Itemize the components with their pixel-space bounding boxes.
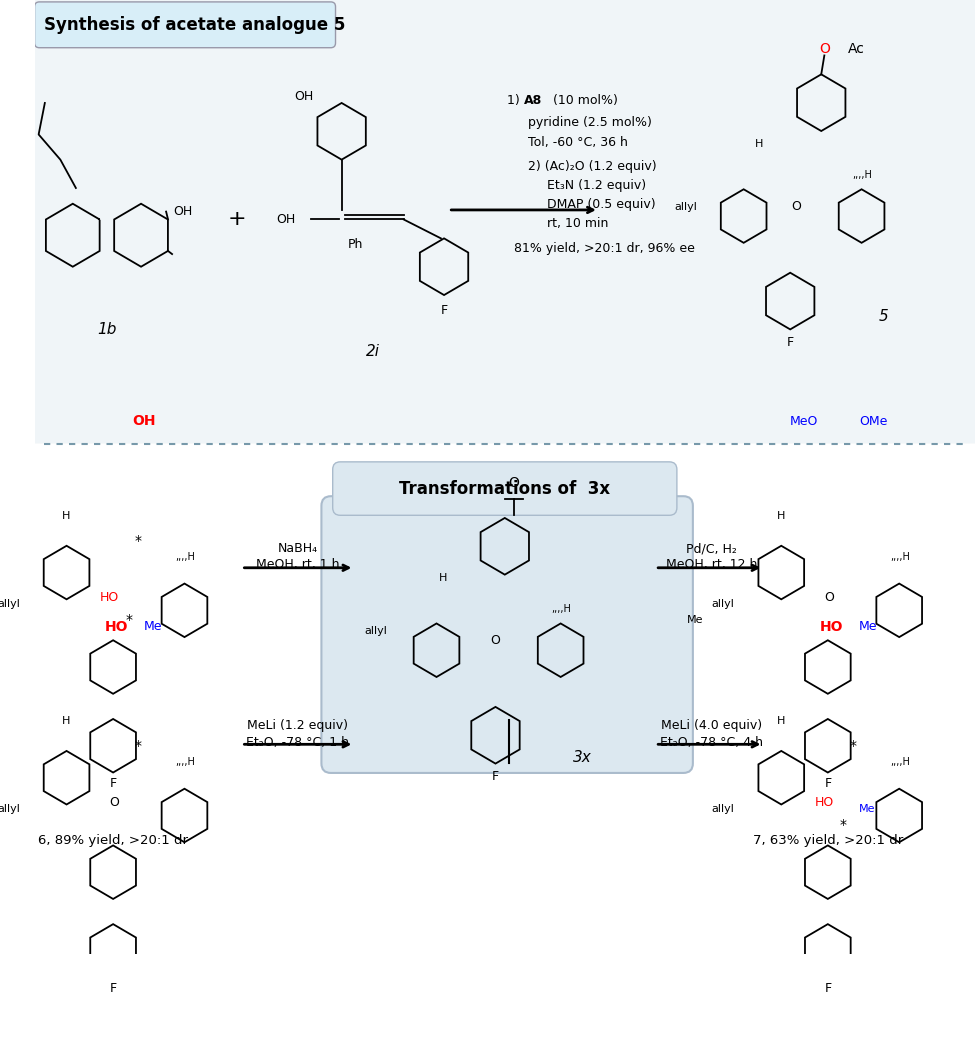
Text: MeO: MeO (790, 415, 819, 428)
Text: pyridine (2.5 mol%): pyridine (2.5 mol%) (528, 116, 652, 129)
Text: Me: Me (687, 615, 704, 624)
Text: OMe: OMe (859, 415, 887, 428)
Text: Et₃N (1.2 equiv): Et₃N (1.2 equiv) (547, 178, 646, 192)
Text: 7, 63% yield, >20:1 dr: 7, 63% yield, >20:1 dr (753, 834, 903, 847)
Text: NaBH₄: NaBH₄ (278, 542, 318, 555)
Text: OH: OH (174, 205, 193, 218)
Text: 3x: 3x (573, 750, 592, 765)
Text: allyl: allyl (0, 599, 20, 609)
Text: allyl: allyl (712, 599, 735, 609)
Text: Et₂O, -78 °C, 4 h: Et₂O, -78 °C, 4 h (660, 736, 763, 749)
Text: Ph: Ph (348, 239, 364, 251)
Text: F: F (109, 778, 117, 790)
Text: O: O (490, 635, 500, 647)
Text: Me: Me (859, 805, 876, 814)
FancyBboxPatch shape (34, 0, 975, 444)
Text: DMAP (0.5 equiv): DMAP (0.5 equiv) (547, 198, 656, 211)
Text: O: O (109, 796, 119, 810)
Text: Pd/C, H₂: Pd/C, H₂ (686, 542, 737, 555)
Text: Tol, -60 °C, 36 h: Tol, -60 °C, 36 h (528, 136, 628, 148)
Text: F: F (824, 778, 832, 790)
Text: ,,,,H: ,,,,H (852, 170, 873, 180)
Text: H: H (439, 572, 447, 583)
Text: ,,,,H: ,,,,H (176, 757, 195, 767)
Text: Me: Me (859, 620, 878, 633)
Text: allyl: allyl (364, 626, 387, 637)
Text: O: O (824, 591, 834, 605)
Text: F: F (824, 982, 832, 996)
Text: F: F (787, 336, 794, 348)
Text: ,,,,H: ,,,,H (890, 552, 910, 562)
Text: 81% yield, >20:1 dr, 96% ee: 81% yield, >20:1 dr, 96% ee (514, 242, 695, 255)
FancyBboxPatch shape (34, 2, 335, 48)
Text: HO: HO (105, 619, 129, 634)
Text: *: * (135, 739, 141, 753)
Text: HO: HO (820, 619, 843, 634)
Text: OH: OH (133, 415, 156, 428)
FancyBboxPatch shape (34, 444, 975, 954)
Text: allyl: allyl (712, 805, 735, 814)
Text: OH: OH (276, 213, 295, 226)
Text: 1b: 1b (98, 323, 117, 337)
Text: +: + (227, 209, 246, 229)
Text: H: H (777, 511, 786, 521)
Text: F: F (109, 982, 117, 996)
Text: Et₂O, -78 °C, 1 h: Et₂O, -78 °C, 1 h (247, 736, 349, 749)
Text: Ac: Ac (847, 43, 865, 56)
Text: allyl: allyl (0, 805, 20, 814)
Text: H: H (62, 716, 71, 726)
Text: MeOH, rt, 1 h: MeOH, rt, 1 h (256, 558, 339, 571)
Text: 1): 1) (507, 93, 524, 107)
Text: rt, 10 min: rt, 10 min (547, 217, 608, 230)
Text: OH: OH (294, 90, 314, 103)
Text: ,,,,H: ,,,,H (890, 757, 910, 767)
Text: Synthesis of acetate analogue 5: Synthesis of acetate analogue 5 (44, 16, 345, 34)
Text: F: F (492, 769, 499, 783)
Text: *: * (839, 818, 847, 832)
Text: H: H (62, 511, 71, 521)
Text: Transformations of  3x: Transformations of 3x (399, 479, 610, 498)
Text: O: O (792, 200, 801, 213)
Text: Me: Me (144, 620, 163, 633)
Text: HO: HO (815, 796, 834, 810)
Text: allyl: allyl (675, 201, 697, 212)
Text: MeLi (4.0 equiv): MeLi (4.0 equiv) (661, 719, 762, 732)
Text: F: F (441, 305, 448, 317)
Text: MeOH, rt, 12 h: MeOH, rt, 12 h (666, 558, 758, 571)
Text: (10 mol%): (10 mol%) (549, 93, 618, 107)
Text: O: O (820, 43, 831, 56)
Text: *: * (135, 534, 141, 549)
Text: *: * (849, 739, 856, 753)
Text: H: H (777, 716, 786, 726)
FancyBboxPatch shape (332, 461, 677, 515)
Text: H: H (755, 139, 763, 148)
Text: MeLi (1.2 equiv): MeLi (1.2 equiv) (248, 719, 348, 732)
Text: *: * (125, 613, 133, 626)
Text: 5: 5 (878, 309, 888, 325)
Text: 2) (Ac)₂O (1.2 equiv): 2) (Ac)₂O (1.2 equiv) (528, 160, 657, 172)
Text: O: O (509, 476, 520, 491)
Text: 6, 89% yield, >20:1 dr: 6, 89% yield, >20:1 dr (38, 834, 188, 847)
Text: HO: HO (100, 591, 119, 605)
Text: A8: A8 (524, 93, 542, 107)
FancyBboxPatch shape (322, 497, 693, 773)
Text: ,,,,H: ,,,,H (176, 552, 195, 562)
Text: ,,,,H: ,,,,H (551, 605, 571, 614)
Text: 2i: 2i (366, 344, 379, 359)
